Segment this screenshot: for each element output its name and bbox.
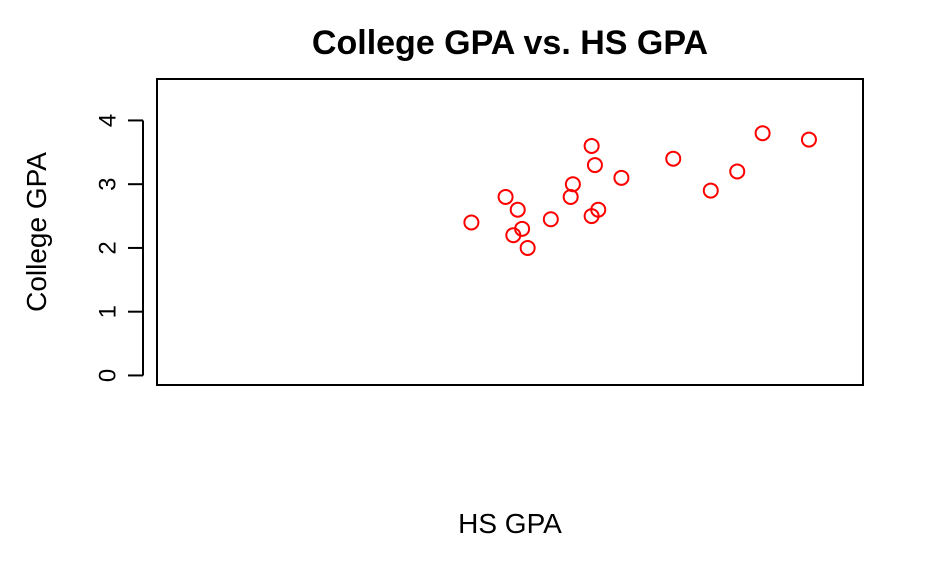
x-axis-label: HS GPA [458, 508, 562, 539]
data-point [665, 150, 682, 167]
data-point [497, 188, 514, 205]
y-tick-label: 1 [94, 305, 121, 318]
y-axis: 0 1 2 3 4 [94, 114, 144, 382]
data-point [509, 201, 526, 218]
y-tick-label: 3 [94, 178, 121, 191]
data-point [729, 163, 746, 180]
data-point [613, 169, 630, 186]
data-points [463, 125, 817, 256]
data-point [564, 176, 581, 193]
data-point [702, 182, 719, 199]
data-point [586, 157, 603, 174]
y-tick-label: 4 [94, 114, 121, 127]
chart-title: College GPA vs. HS GPA [312, 24, 708, 62]
data-point [583, 137, 600, 154]
y-tick-label: 0 [94, 369, 121, 382]
plot-frame [156, 78, 864, 386]
data-point [463, 214, 480, 231]
y-axis-label: College GPA [21, 152, 52, 312]
data-point [800, 131, 817, 148]
data-point [514, 220, 531, 237]
data-point [590, 201, 607, 218]
data-point [519, 239, 536, 256]
y-tick-label: 2 [94, 241, 121, 254]
data-point [754, 125, 771, 142]
data-point [562, 188, 579, 205]
data-point [542, 211, 559, 228]
